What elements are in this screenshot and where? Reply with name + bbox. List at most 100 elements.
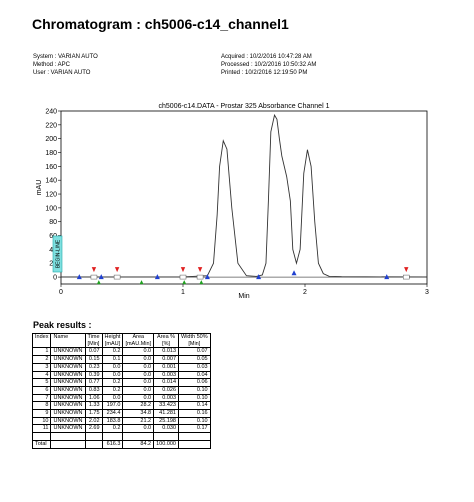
x-tick-label: 0 — [59, 289, 63, 296]
red-event-marker — [114, 267, 120, 273]
table-cell: 0.013 — [153, 347, 179, 357]
table-cell: 0.04 — [178, 370, 211, 380]
chart-title: ch5006-c14.DATA - Prostar 325 Absorbance… — [159, 103, 330, 110]
table-row: 4 UNKNOWN 0.39 0.0 0.0 0.003 0.04 — [31, 370, 211, 380]
table-cell: 0.0 — [101, 393, 124, 403]
table-cell: 0.003 — [153, 370, 179, 380]
red-event-marker — [197, 267, 203, 273]
table-cell: 0.0 — [122, 355, 155, 364]
table-cell — [178, 439, 211, 449]
table-cell: 0.17 — [178, 424, 211, 434]
table-cell: 0.10 — [178, 385, 211, 395]
y-tick-label: 120 — [45, 192, 57, 199]
table-row: 8 UNKNOWN 1.33 197.0 28.2 33.423 0.14 — [31, 401, 211, 411]
column-header: Index — [31, 332, 52, 349]
table-cell: 234.4 — [101, 409, 124, 418]
y-tick-label: 80 — [49, 219, 57, 226]
table-cell: 28.2 — [122, 401, 155, 411]
table-cell: 0.0 — [122, 370, 155, 380]
acquired-info: Acquired : 10/2/2016 10:47:28 AM — [221, 54, 312, 60]
table-cell: UNKNOWN — [50, 424, 86, 434]
x-tick-label: 3 — [425, 289, 429, 296]
table-cell: 34.8 — [122, 409, 155, 418]
integration-box — [113, 274, 121, 280]
table-cell: 84.2 — [122, 439, 155, 449]
table-cell: 0.0 — [122, 424, 155, 434]
x-tick-label: 2 — [303, 289, 307, 296]
table-cell: 197.0 — [101, 401, 124, 411]
table-cell: 0.83 — [84, 385, 103, 395]
column-header: Area [mAU.Min] — [122, 332, 155, 349]
run-info-right: Acquired : 10/2/2016 10:47:28 AM Process… — [221, 53, 316, 77]
table-cell: 0.2 — [101, 424, 124, 434]
column-header: Time [Min] — [84, 332, 103, 349]
table-cell — [84, 439, 103, 449]
table-cell: 0.1 — [101, 355, 124, 364]
table-cell: 100.000 — [153, 439, 179, 449]
table-cell: 1.06 — [84, 393, 103, 403]
method-info: Method : APC — [33, 62, 71, 68]
y-tick-label: 160 — [45, 164, 57, 171]
table-cell: 0.007 — [153, 355, 179, 364]
y-axis-label: mAU — [36, 180, 43, 196]
table-cell: 0.003 — [153, 393, 179, 403]
blue-peak-marker — [291, 270, 297, 276]
blue-peak-marker — [384, 274, 390, 280]
green-event-marker — [199, 280, 204, 285]
green-event-marker — [182, 280, 187, 285]
blue-peak-marker — [154, 274, 160, 280]
red-event-marker — [404, 267, 409, 273]
table-cell: 0.2 — [101, 378, 124, 387]
table-cell: UNKNOWN — [50, 378, 86, 387]
table-cell: 0.0 — [122, 385, 155, 395]
table-row: 9 UNKNOWN 1.75 234.4 34.8 41.281 0.16 — [31, 409, 211, 418]
table-cell: UNKNOWN — [50, 355, 86, 364]
y-tick-label: 200 — [45, 136, 57, 143]
table-cell: 0.001 — [153, 362, 179, 372]
side-label-box — [52, 235, 63, 273]
green-event-marker — [96, 280, 101, 285]
table-row: 3 UNKNOWN 0.23 0.0 0.0 0.001 0.03 — [31, 362, 211, 372]
table-row: 6 UNKNOWN 0.83 0.2 0.0 0.026 0.10 — [31, 385, 211, 395]
blue-peak-marker — [204, 274, 210, 280]
table-row: 5 UNKNOWN 0.77 0.2 0.0 0.014 0.06 — [31, 378, 211, 387]
table-cell: UNKNOWN — [50, 347, 86, 357]
table-cell: 0.05 — [178, 355, 211, 364]
table-cell: 9 — [31, 409, 52, 418]
table-cell: UNKNOWN — [50, 393, 86, 403]
table-cell: UNKNOWN — [50, 409, 86, 418]
blue-peak-marker — [76, 274, 82, 280]
table-cell: 1.33 — [84, 401, 103, 411]
column-header: Area % [%] — [153, 332, 179, 349]
table-cell: 0.07 — [178, 347, 211, 357]
table-cell: 1.75 — [84, 409, 103, 418]
red-event-marker — [180, 267, 186, 273]
processed-info: Processed : 10/2/2016 10:50:32 AM — [221, 62, 317, 68]
spacer-row — [31, 432, 211, 441]
table-row: 10 UNKNOWN 2.02 183.8 21.2 25.198 0.10 — [31, 416, 211, 426]
table-cell: 0.030 — [153, 424, 179, 434]
column-header: Width 50% [Min] — [178, 332, 211, 349]
table-cell: 0.0 — [101, 362, 124, 372]
table-cell: 0.10 — [178, 393, 211, 403]
y-tick-label: 140 — [45, 178, 57, 185]
peak-results-title: Peak results : — [33, 320, 92, 330]
table-cell: 0.0 — [101, 370, 124, 380]
table-cell: 7 — [31, 393, 52, 403]
table-cell — [50, 439, 86, 449]
table-cell: UNKNOWN — [50, 416, 86, 426]
table-cell: 0.39 — [84, 370, 103, 380]
table-cell: 0.0 — [122, 393, 155, 403]
column-header: Name — [50, 332, 86, 349]
table-cell: 0.06 — [178, 378, 211, 387]
system-info: System : VARIAN AUTO — [33, 54, 98, 60]
table-cell: 5 — [31, 378, 52, 387]
table-cell: 0.2 — [101, 347, 124, 357]
table-cell: 21.2 — [122, 416, 155, 426]
table-cell: UNKNOWN — [50, 401, 86, 411]
table-cell: UNKNOWN — [50, 362, 86, 372]
table-cell: 0.10 — [178, 416, 211, 426]
table-cell: 0.03 — [178, 362, 211, 372]
table-row: 11 UNKNOWN 2.69 0.2 0.0 0.030 0.17 — [31, 424, 211, 434]
table-cell: 0.026 — [153, 385, 179, 395]
